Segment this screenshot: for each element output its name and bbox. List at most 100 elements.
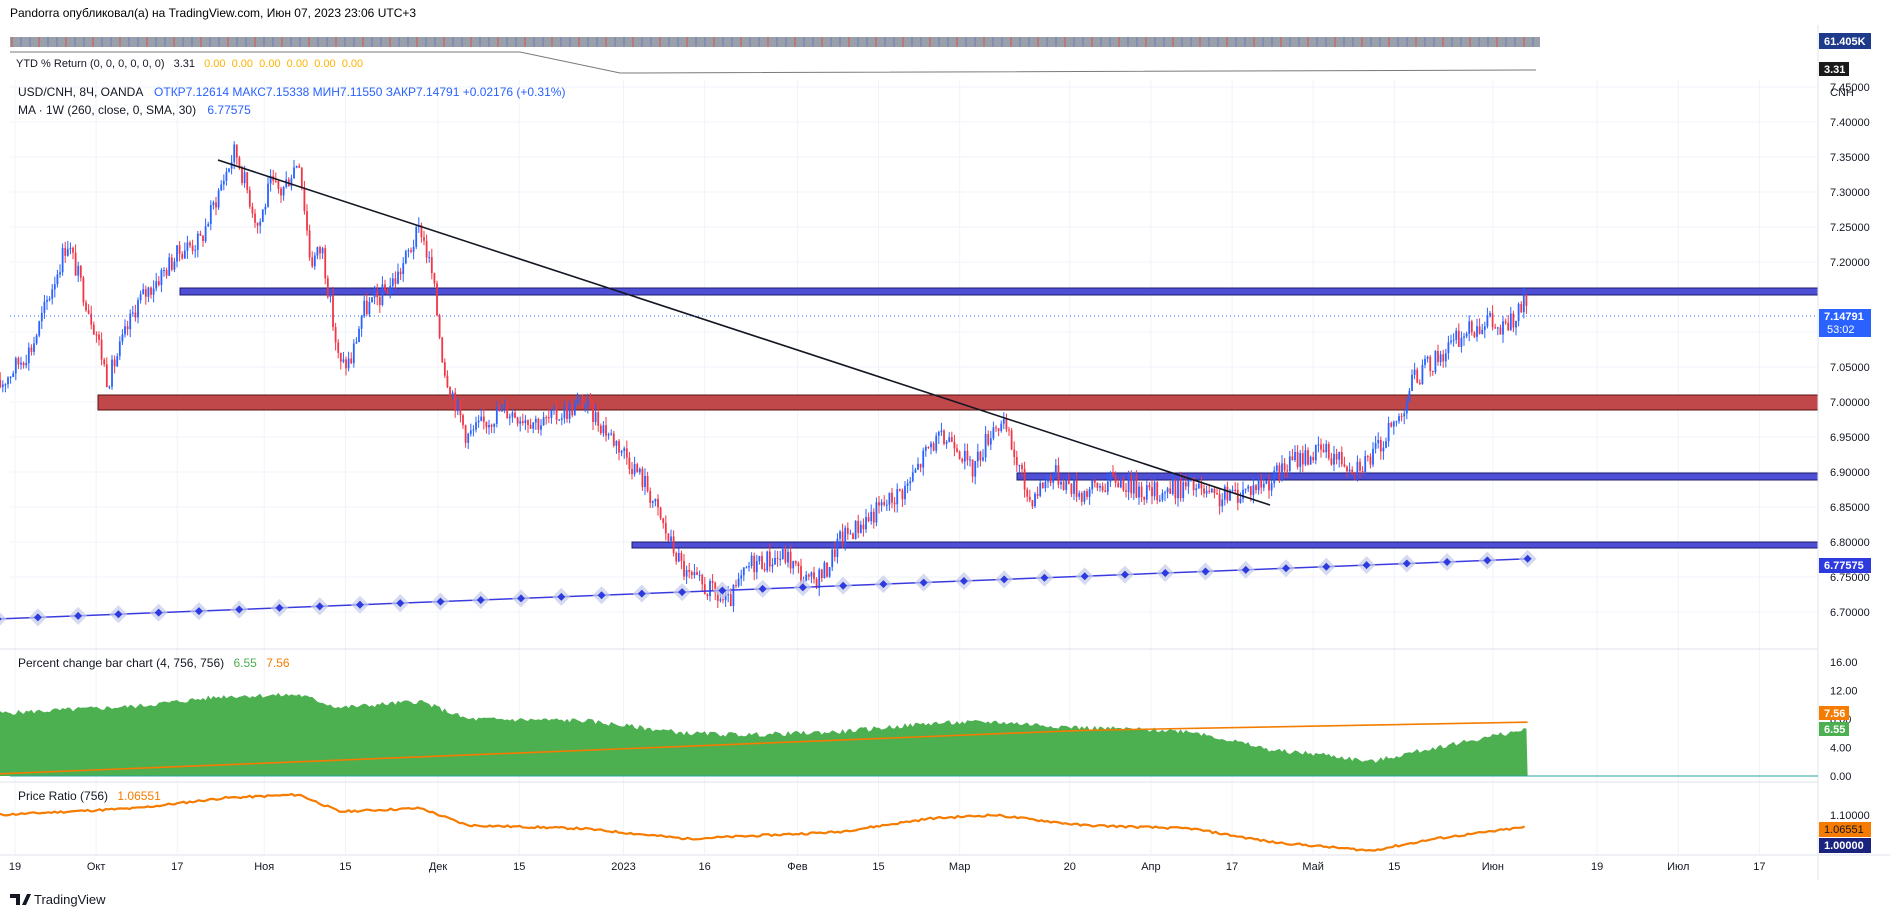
candle-body: [857, 520, 860, 533]
candle-body: [1364, 456, 1367, 472]
candle-body: [1249, 486, 1252, 496]
candle-body: [189, 242, 191, 246]
candle-body: [186, 242, 189, 251]
tag-pct-green-text: 6.55: [1824, 724, 1845, 736]
candle-body: [469, 430, 472, 434]
candle-body: [1418, 382, 1421, 384]
candle-body: [501, 405, 503, 412]
candle-body: [7, 377, 9, 385]
candle-body: [490, 425, 493, 427]
time-tick-label: 19: [9, 861, 21, 873]
candle-body: [1346, 466, 1348, 472]
candle-body: [85, 302, 87, 311]
trend-line[interactable]: [217, 159, 1271, 506]
time-tick-label: 17: [1753, 861, 1765, 873]
candle-body: [1164, 492, 1166, 494]
candle-body: [1218, 494, 1221, 507]
candle-body: [1483, 326, 1486, 330]
candle-body: [1257, 479, 1260, 491]
candle-body: [594, 412, 597, 422]
candle-body: [1229, 490, 1231, 501]
candle-body: [95, 334, 98, 336]
candle-body: [833, 549, 836, 557]
candle-body: [1504, 321, 1507, 323]
candle-body: [199, 233, 202, 236]
candle-body: [859, 524, 862, 533]
ma-legend: MA · 1W (260, close, 0, SMA, 30) 6.77575: [18, 103, 251, 117]
candle-body: [701, 574, 704, 585]
ma-diamond: [798, 583, 807, 592]
candle-body: [46, 299, 48, 302]
candle-body: [142, 289, 145, 295]
candle-body: [1021, 465, 1023, 470]
candle-body: [508, 416, 511, 419]
candle-body: [56, 274, 59, 285]
candle-body: [1515, 320, 1517, 328]
candle-body: [1187, 480, 1190, 487]
candle-body: [943, 430, 945, 444]
candle-body: [368, 301, 371, 315]
candle-body: [911, 472, 914, 482]
candle-body: [849, 533, 852, 535]
candle-body: [1507, 322, 1510, 331]
tradingview-logo[interactable]: TradingView: [10, 892, 106, 907]
candle-body: [87, 310, 90, 314]
price-tick-label: 7.45000: [1830, 82, 1870, 94]
candle-body: [979, 451, 982, 461]
candle-body: [225, 171, 228, 181]
candle-body: [1234, 489, 1237, 491]
candle-body: [545, 417, 548, 419]
candle-body: [329, 295, 332, 297]
candle-body: [108, 386, 111, 388]
candle-body: [618, 440, 620, 453]
candle-body: [381, 284, 384, 305]
candle-body: [1047, 475, 1049, 482]
ma-diamond: [194, 607, 203, 616]
candle-body: [547, 417, 550, 419]
candle-body: [784, 549, 787, 563]
candle-body: [1405, 400, 1408, 414]
candle-body: [326, 278, 329, 297]
candle-body: [1073, 480, 1075, 494]
candle-body: [350, 358, 353, 364]
candle-body: [51, 289, 54, 299]
time-tick-label: 15: [339, 861, 351, 873]
candle-body: [371, 297, 373, 302]
candle-body: [958, 451, 961, 459]
candle-body: [79, 265, 82, 278]
candle-body: [1400, 416, 1403, 418]
candle-body: [906, 483, 909, 486]
candle-body: [251, 206, 254, 214]
price-tick-label: 6.95000: [1830, 432, 1870, 444]
candle-body: [1117, 482, 1120, 488]
candle-body: [649, 490, 652, 503]
candle-body: [1091, 480, 1094, 490]
candle-body: [230, 162, 233, 169]
candle-body: [1486, 315, 1489, 327]
candle-body: [14, 358, 17, 374]
candle-body: [597, 412, 600, 426]
candle-body: [324, 248, 327, 279]
candle-body: [1270, 483, 1273, 491]
volume-ticks: [11, 37, 1534, 47]
candle-body: [386, 290, 389, 295]
candle-body: [571, 403, 574, 416]
ma-diamond: [1362, 561, 1371, 570]
candle-body: [1210, 488, 1213, 493]
candle-body: [841, 531, 844, 546]
candle-body: [1031, 500, 1034, 507]
candle-body: [961, 458, 964, 462]
ma-diamond: [1040, 573, 1049, 582]
candle-body: [1327, 444, 1330, 459]
candle-body: [922, 450, 925, 468]
candle-body: [584, 406, 587, 409]
time-axis[interactable]: 19 Окт 17 Ноя 15 Дек 15 2023 16 Фев 15 Мар 20 Апр 17 Ма…: [9, 861, 1766, 873]
candle-body: [118, 341, 121, 357]
candle-body: [870, 511, 873, 522]
ytd-line: [10, 51, 1537, 74]
price-ratio-line: [0, 792, 1526, 852]
price-tick-label: 6.75000: [1830, 572, 1870, 584]
candle-body: [155, 281, 158, 289]
candle-body: [1013, 449, 1016, 457]
